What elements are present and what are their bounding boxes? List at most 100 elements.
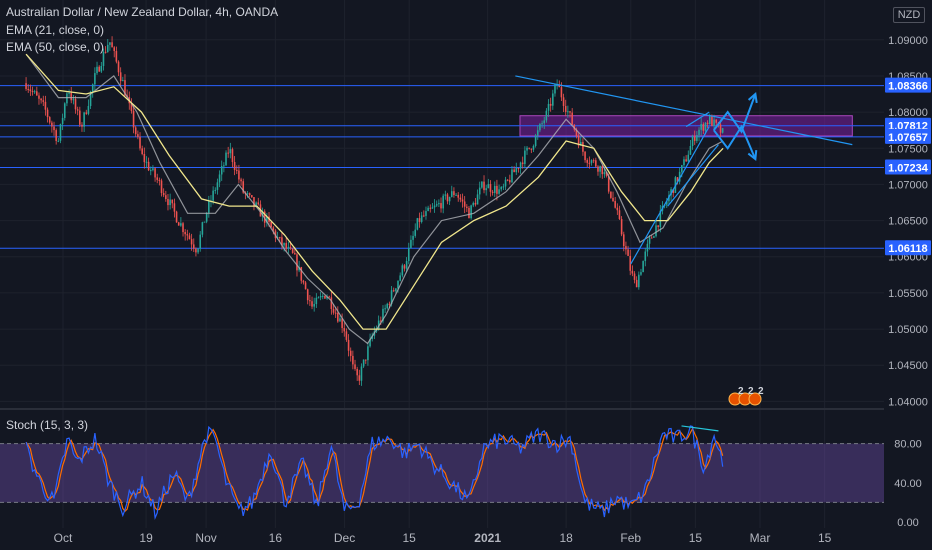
price-tick: 1.08000 [888, 107, 928, 119]
candle-body [48, 117, 51, 123]
candle-body [382, 308, 384, 322]
price-level-label: 1.06118 [885, 240, 931, 256]
candle-body [44, 101, 47, 110]
candle-body [192, 244, 195, 249]
candle-body [397, 280, 399, 289]
price-level-label: 1.07234 [885, 159, 931, 175]
candle-body [66, 93, 68, 104]
candle-body [412, 235, 414, 240]
candle-body [605, 172, 608, 176]
price-level-label: 1.08366 [885, 77, 931, 93]
candle-body [648, 237, 651, 244]
candle-body [629, 255, 632, 271]
candle-body [218, 174, 221, 183]
candle-body [96, 66, 98, 74]
currency-badge[interactable]: NZD [893, 7, 925, 23]
candle-body [489, 184, 492, 192]
candle-body [448, 196, 451, 202]
candle-body [683, 159, 685, 166]
time-axis[interactable]: Oct 19 Nov 16 Dec 15 2021 18 Feb 15 Mar 15 [54, 531, 832, 545]
candle-body [442, 195, 444, 209]
candle-body [509, 180, 511, 183]
candle-body [646, 243, 649, 252]
candle-body [177, 222, 180, 226]
stoch-tick: 0.00 [897, 517, 918, 529]
candle-body [61, 117, 64, 125]
symbol-title[interactable]: Australian Dollar / New Zealand Dollar, … [6, 5, 279, 19]
candle-body [83, 112, 85, 127]
candle-body [453, 191, 455, 196]
candle-body [33, 91, 36, 93]
ema50-legend[interactable]: EMA (50, close, 0) [6, 40, 105, 54]
candle-body [659, 210, 662, 227]
price-tick-text: 1.04500 [888, 360, 928, 372]
candle-body [42, 100, 45, 102]
candle-body [291, 248, 294, 254]
candle-body [481, 181, 483, 188]
candle-body [81, 124, 83, 127]
candle-body [70, 92, 73, 101]
candle-body [478, 187, 481, 195]
ema21-legend[interactable]: EMA (21, close, 0) [6, 23, 105, 37]
candle-body [369, 338, 371, 347]
price-tick: 1.05000 [888, 324, 928, 336]
candle-body [330, 297, 333, 309]
candle-body [590, 160, 593, 163]
candle-body [362, 359, 365, 367]
candle-body [468, 207, 470, 219]
event-marker[interactable]: 2 [758, 386, 764, 397]
candle-body [612, 197, 614, 202]
candle-body [377, 320, 380, 329]
candle-body [407, 247, 410, 262]
candle-body [220, 166, 223, 175]
candle-body [201, 222, 204, 235]
candle-body [102, 51, 105, 67]
candle-body [429, 207, 432, 209]
time-tick: Nov [195, 531, 216, 545]
candle-body [248, 193, 251, 196]
candle-body [653, 236, 655, 238]
candle-body [352, 355, 354, 365]
candle-body [541, 123, 543, 125]
candle-body [31, 91, 34, 93]
candle-body [152, 168, 154, 171]
candle-body [51, 122, 53, 127]
price-axis[interactable]: 1.090001.085001.080001.075001.070001.065… [885, 35, 931, 529]
candle-body [304, 282, 307, 290]
candle-body [554, 84, 556, 94]
event-marker[interactable]: 2 [748, 386, 754, 397]
candle-body [539, 124, 541, 131]
candle-body [597, 166, 599, 172]
candle-body [287, 246, 290, 249]
candle-body [145, 161, 148, 163]
candles-layer [25, 36, 724, 386]
candle-body [552, 93, 554, 106]
candle-body [111, 42, 113, 48]
candle-body [156, 177, 159, 180]
candle-body [113, 47, 116, 52]
candle-body [487, 184, 490, 189]
candle-body [579, 142, 582, 146]
event-marker[interactable]: 2 [738, 386, 744, 397]
time-tick: Dec [334, 531, 355, 545]
candle-body [197, 248, 199, 253]
candle-body [435, 204, 438, 206]
candle-body [567, 111, 569, 113]
stoch-tick-text: 40.00 [894, 478, 922, 490]
candle-body [160, 180, 163, 194]
price-level-label-text: 1.06118 [888, 243, 927, 255]
candle-body [678, 171, 681, 182]
candle-body [427, 207, 429, 212]
candle-body [321, 295, 324, 297]
stoch-legend[interactable]: Stoch (15, 3, 3) [6, 418, 89, 432]
candle-body [631, 270, 634, 274]
candle-body [367, 346, 369, 361]
candle-body [141, 148, 143, 154]
candle-body [46, 109, 49, 118]
candle-body [620, 218, 623, 235]
candle-body [560, 87, 563, 98]
candle-body [571, 112, 573, 125]
candle-body [300, 267, 303, 281]
candle-body [214, 189, 217, 191]
